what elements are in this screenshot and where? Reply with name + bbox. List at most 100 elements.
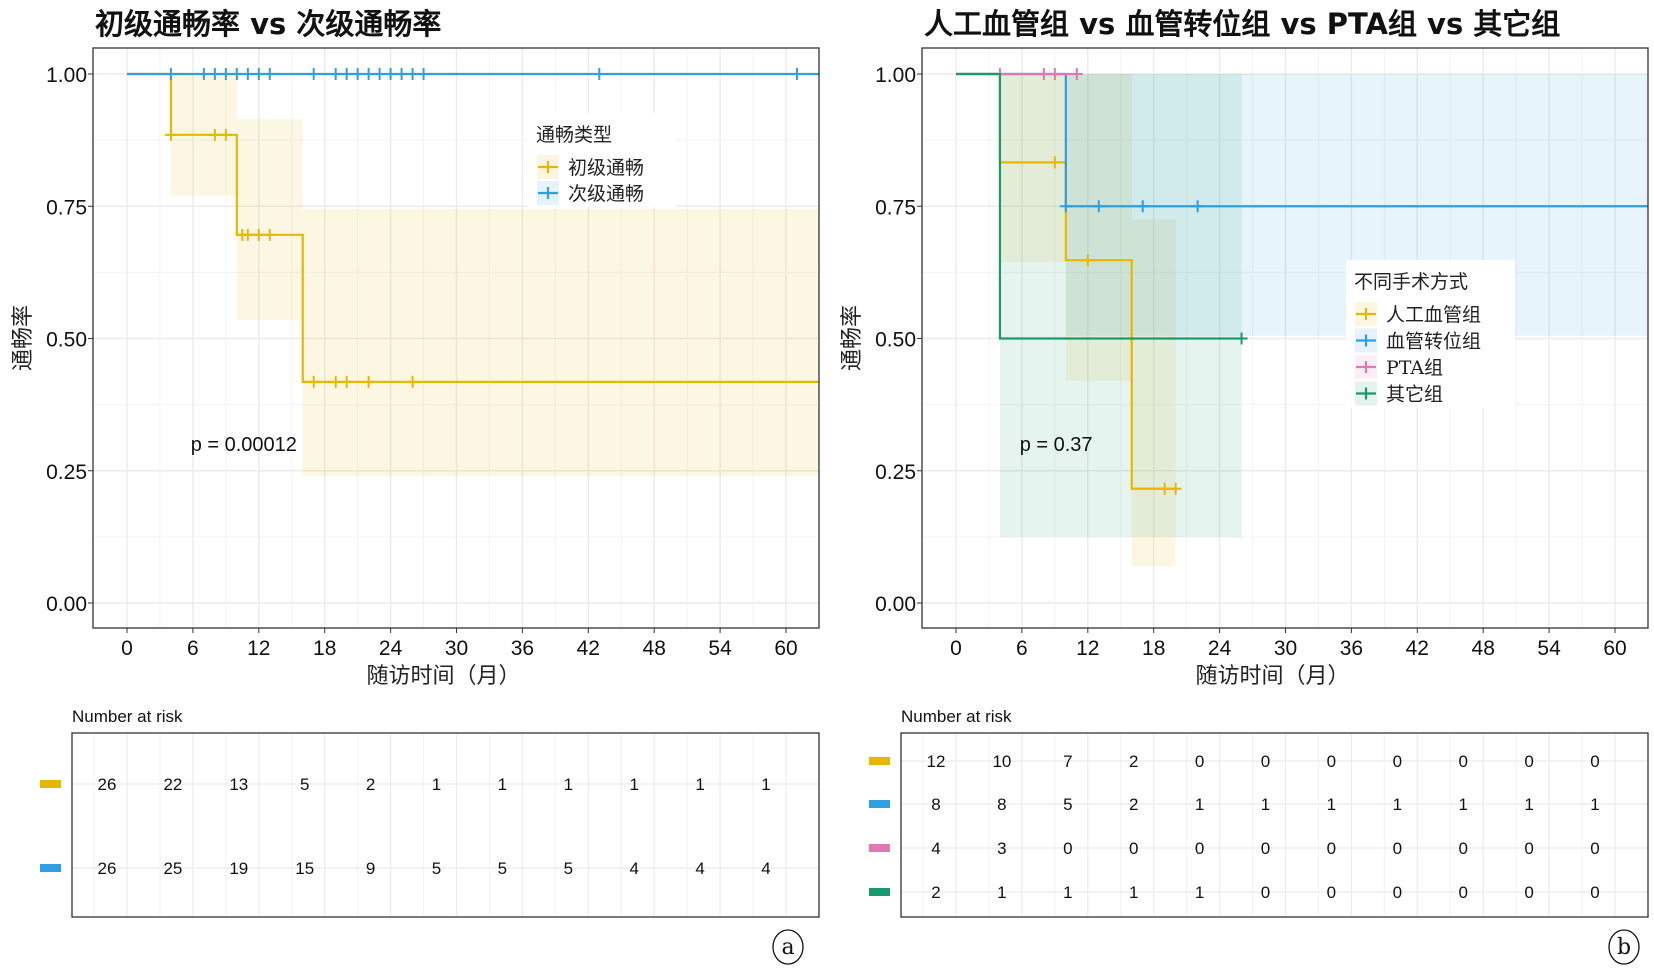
censor-mark	[1191, 200, 1204, 213]
legend-item-label: PTA组	[1386, 357, 1443, 379]
confidence-band	[1065, 74, 1132, 381]
censor-mark	[417, 68, 430, 80]
censor-mark	[241, 228, 254, 241]
risk-count: 5	[564, 859, 573, 878]
censor-mark	[406, 375, 419, 388]
legend-item-label: 初级通畅	[568, 157, 644, 179]
risk-count: 1	[695, 775, 704, 794]
risk-count: 22	[163, 775, 182, 794]
chart-title: 人工血管组 vs 血管转位组 vs PTA组 vs 其它组	[924, 7, 1560, 41]
censor-mark	[263, 228, 276, 241]
risk-table-title: Number at risk	[901, 707, 1012, 726]
x-axis-title: 随访时间（月）	[366, 664, 520, 689]
x-axis-title: 随访时间（月）	[1195, 664, 1349, 689]
risk-table-title: Number at risk	[72, 707, 183, 726]
risk-row-swatch	[869, 888, 890, 896]
y-tick-label: 0.25	[875, 461, 916, 484]
censor-mark	[362, 68, 375, 80]
censor-mark	[307, 375, 320, 388]
censor-mark	[790, 68, 803, 80]
risk-count: 0	[1195, 839, 1204, 858]
risk-count: 1	[1261, 795, 1270, 814]
risk-count: 0	[1458, 752, 1467, 771]
legend-item-label: 血管转位组	[1386, 331, 1481, 353]
legend-title: 不同手术方式	[1354, 271, 1468, 293]
risk-count: 0	[1261, 883, 1270, 902]
y-tick-label: 1.00	[875, 64, 916, 87]
x-tick-label: 18	[1142, 637, 1165, 660]
censor-mark	[219, 68, 232, 80]
x-tick-label: 54	[708, 637, 732, 660]
y-tick-label: 1.00	[46, 64, 87, 87]
p-value: p = 0.37	[1020, 434, 1093, 456]
legend-key-icon	[1356, 334, 1376, 347]
legend-item-label: 次级通畅	[568, 183, 644, 205]
censor-mark	[1059, 200, 1072, 213]
censor-mark	[1048, 68, 1061, 80]
risk-count: 1	[1063, 883, 1072, 902]
risk-count: 5	[300, 775, 309, 794]
x-tick-label: 24	[379, 637, 403, 660]
risk-count: 3	[997, 839, 1006, 858]
censor-mark	[208, 68, 221, 80]
risk-count: 0	[1393, 883, 1402, 902]
panel-label: b	[1617, 935, 1631, 960]
x-tick-label: 36	[1340, 637, 1363, 660]
x-tick-label: 48	[643, 637, 666, 660]
legend-background	[528, 113, 676, 207]
risk-count: 0	[1327, 883, 1336, 902]
x-tick-label: 60	[774, 637, 797, 660]
censor-mark	[373, 68, 386, 80]
risk-count: 0	[1327, 839, 1336, 858]
x-tick-label: 12	[247, 637, 270, 660]
risk-count: 4	[761, 859, 770, 878]
censor-mark	[351, 68, 364, 80]
x-tick-label: 36	[511, 637, 534, 660]
risk-count: 0	[1195, 752, 1204, 771]
panel-label-circle	[772, 929, 804, 965]
risk-count: 1	[1327, 795, 1336, 814]
risk-count: 15	[295, 859, 314, 878]
risk-count: 1	[1458, 795, 1467, 814]
risk-count: 2	[1129, 795, 1138, 814]
risk-count: 1	[498, 775, 507, 794]
risk-count: 0	[1063, 839, 1072, 858]
risk-table-border	[71, 732, 820, 918]
panel-label: a	[781, 935, 794, 960]
x-tick-label: 6	[1016, 637, 1028, 660]
censor-mark	[252, 68, 265, 80]
risk-row-swatch	[40, 780, 61, 788]
y-tick-label: 0.25	[46, 461, 87, 484]
confidence-band	[1131, 219, 1176, 566]
risk-row-swatch	[869, 844, 890, 852]
risk-count: 26	[98, 859, 117, 878]
censor-mark	[197, 68, 210, 80]
censor-mark	[329, 375, 342, 388]
risk-row-swatch	[869, 757, 890, 765]
risk-count: 5	[1063, 795, 1072, 814]
risk-table-background	[901, 733, 1648, 917]
risk-count: 1	[629, 775, 638, 794]
censor-mark	[340, 68, 353, 80]
censor-mark	[164, 68, 177, 80]
censor-mark	[329, 68, 342, 80]
censor-mark	[1048, 156, 1061, 169]
censor-mark	[1070, 68, 1083, 80]
risk-count: 1	[1524, 795, 1533, 814]
risk-count: 8	[931, 795, 940, 814]
y-tick-label: 0.50	[46, 329, 87, 352]
x-tick-label: 24	[1208, 637, 1232, 660]
censor-mark	[164, 128, 177, 141]
risk-count: 1	[1195, 795, 1204, 814]
risk-count: 1	[1393, 795, 1402, 814]
censor-mark	[406, 68, 419, 80]
censor-mark	[252, 228, 265, 241]
risk-count: 4	[931, 839, 940, 858]
y-axis-title: 通畅率	[840, 305, 865, 371]
x-tick-label: 30	[1274, 637, 1297, 660]
x-tick-label: 42	[577, 637, 600, 660]
risk-count: 0	[1261, 752, 1270, 771]
survival-curve-3	[956, 72, 1242, 340]
